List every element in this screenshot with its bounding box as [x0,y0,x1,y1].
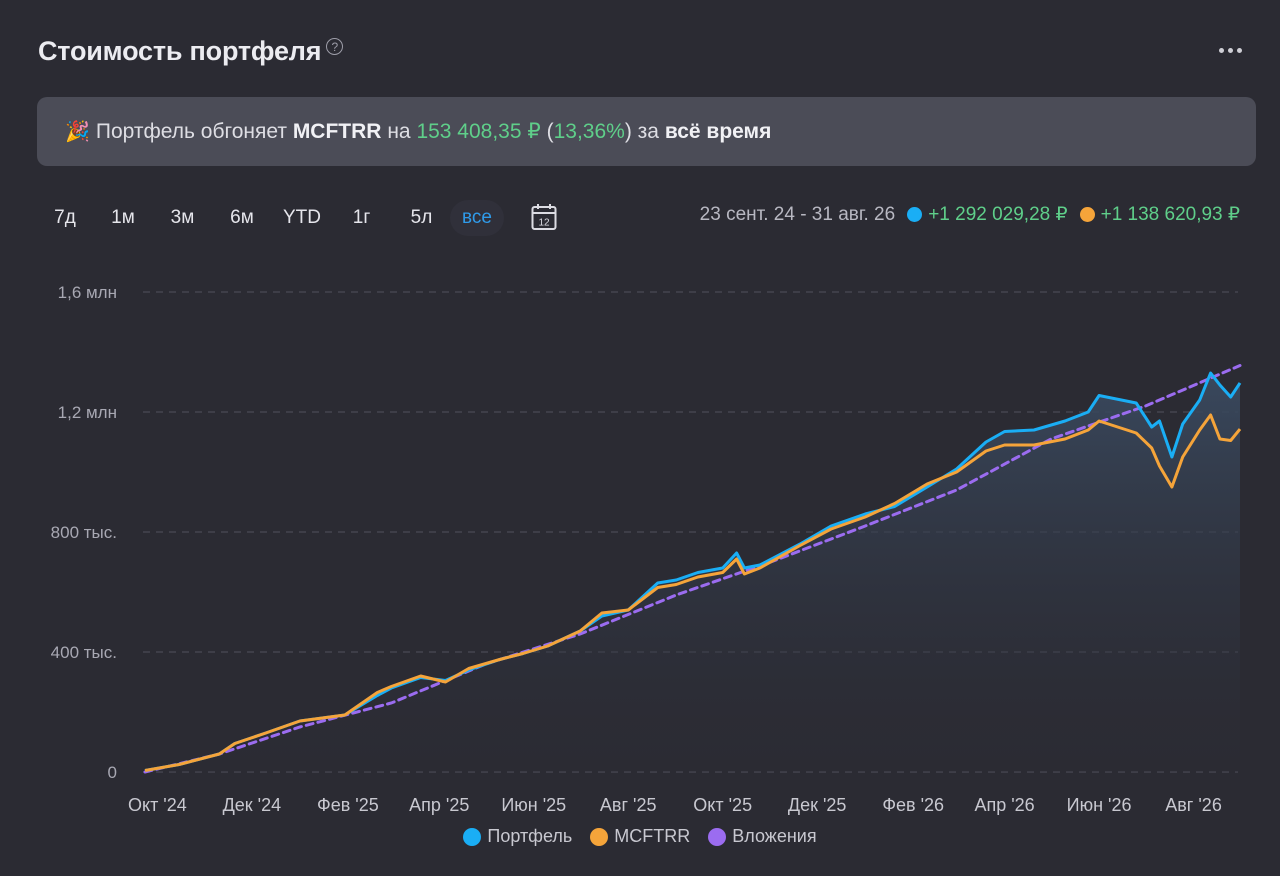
more-dot [1237,48,1242,53]
banner-benchmark: MCFTRR [292,119,382,143]
calendar-day: 12 [538,218,550,229]
outperform-banner: 🎉 Портфель обгоняет MCFTRR на 153 408,35… [37,97,1256,166]
x-tick-label: Фев '26 [882,795,944,815]
banner-period: всё время [664,119,772,143]
portfolio-change: +1 292 029,28 ₽ [928,204,1068,225]
title-row: Стоимость портфеля ? [38,36,344,67]
period-3m[interactable]: 3м [170,207,195,228]
x-tick-label: Дек '25 [788,795,847,815]
banner-text-2: на [387,119,411,143]
series-line-benchmark [144,413,1242,772]
banner-percent: 13,36% [553,119,625,143]
portfolio-legend-dot-icon [463,827,482,846]
y-tick-label: 0 [108,763,117,782]
date-range: 23 сент. 24 - 31 авг. 26 [699,203,896,225]
period-5y[interactable]: 5л [410,207,433,228]
period-7d[interactable]: 7д [54,207,76,228]
x-tick-label: Окт '24 [128,795,187,815]
legend-investments-label: Вложения [732,826,817,846]
more-dot [1228,48,1233,53]
x-tick-label: Авг '26 [1165,795,1222,815]
calendar-icon[interactable]: 12 [531,203,557,231]
x-tick-label: Апр '25 [409,795,469,815]
benchmark-change: +1 138 620,93 ₽ [1100,204,1240,225]
banner-text-3: за [637,119,659,143]
x-tick-label: Апр '26 [974,795,1034,815]
period-1y[interactable]: 1г [352,207,371,228]
y-tick-label: 400 тыс. [51,643,117,662]
legend-portfolio-label: Портфель [487,826,573,846]
series-line-portfolio [144,371,1242,772]
banner-paren-close: ) [624,119,632,143]
y-tick-label: 1,2 млн [58,403,117,422]
period-6m[interactable]: 6м [230,207,254,228]
more-options-icon[interactable] [1215,44,1246,57]
period-all[interactable]: все [450,200,504,236]
banner-paren-open: ( [546,119,554,143]
legend-portfolio[interactable]: Портфель [463,826,572,847]
x-tick-label: Авг '25 [600,795,657,815]
x-tick-label: Июн '26 [1067,795,1132,815]
x-tick-label: Окт '25 [693,795,752,815]
more-dot [1219,48,1224,53]
x-tick-label: Дек '24 [223,795,282,815]
page-title: Стоимость портфеля [38,36,322,66]
benchmark-legend-dot-icon [590,827,609,846]
range-summary: 23 сент. 24 - 31 авг. 26 +1 292 029,28 ₽… [700,203,1240,226]
investments-legend-dot-icon [708,827,727,846]
x-tick-label: Фев '25 [317,795,379,815]
portfolio-dot-icon [907,207,923,222]
benchmark-dot-icon [1079,207,1095,222]
series-line-investments [143,364,1242,774]
period-selector: 7д 1м 3м 6м YTD 1г 5л все [39,200,504,236]
portfolio-area [145,373,1240,772]
legend-benchmark[interactable]: MCFTRR [590,826,690,847]
chart-legend: Портфель MCFTRR Вложения [0,826,1280,847]
legend-investments[interactable]: Вложения [708,826,817,847]
portfolio-chart: 0 400 тыс. 800 тыс. 1,2 млн 1,6 млн Окт '24 Д… [51,283,1242,815]
x-tick-label: Июн '25 [501,795,566,815]
legend-benchmark-label: MCFTRR [614,826,691,846]
period-ytd[interactable]: YTD [283,207,321,228]
party-emoji-icon: 🎉 [65,121,90,143]
y-tick-label: 1,6 млн [58,283,117,302]
period-1m[interactable]: 1м [111,207,135,228]
help-icon[interactable]: ? [326,38,344,55]
banner-text-1: Портфель обгоняет [95,119,287,143]
banner-amount: 153 408,35 ₽ [416,120,541,143]
y-tick-label: 800 тыс. [51,523,117,542]
